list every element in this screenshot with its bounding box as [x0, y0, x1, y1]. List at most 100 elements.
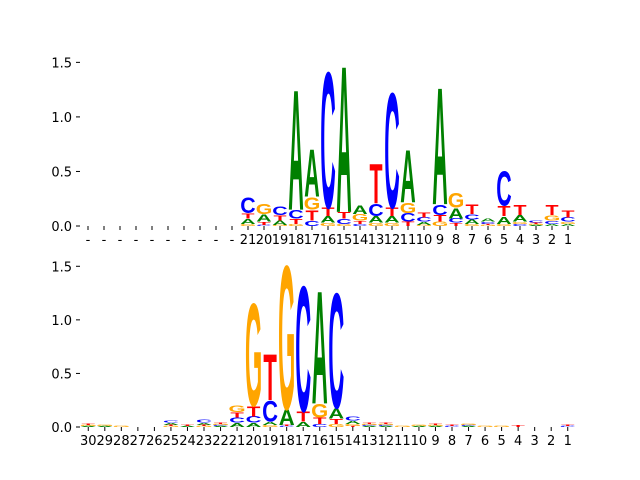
x-tick-label: 12: [378, 434, 395, 449]
logo-letter: T: [296, 408, 310, 424]
logo-letter: T: [379, 423, 393, 425]
logo-letter: G: [195, 426, 212, 428]
logo-letter: T: [561, 208, 575, 220]
x-tick-label: 8: [448, 434, 456, 449]
logo-letter: A: [312, 259, 328, 438]
logo-letter: T: [385, 205, 399, 219]
logo-letter: A: [256, 212, 271, 224]
logo-letter: T: [511, 425, 525, 428]
logo-letter: G: [328, 423, 345, 428]
logo-letter: G: [476, 426, 493, 428]
y-tick-label: 0.5: [51, 367, 72, 382]
logo-letter: T: [353, 220, 367, 225]
logo-letter: A: [432, 54, 447, 241]
y-tick-label: 0.0: [51, 421, 72, 436]
logo-letter: G: [464, 223, 481, 226]
logo-letter: C: [336, 218, 352, 226]
logo-letter: G: [416, 225, 433, 227]
logo-letter: G: [229, 404, 246, 414]
logo-letter: C: [352, 223, 367, 226]
logo-letter: G: [480, 225, 497, 227]
logo-letter: A: [279, 405, 295, 430]
logo-letter: T: [449, 222, 463, 227]
logo-letter: A: [496, 214, 511, 226]
x-tick-label: -: [118, 233, 123, 248]
logo-letter: G: [352, 213, 369, 223]
x-tick-label: 14: [345, 434, 362, 449]
x-tick-label: 18: [288, 233, 305, 248]
logo-letter: A: [544, 223, 559, 226]
x-tick-label: -: [198, 233, 203, 248]
x-tick-label: 10: [416, 233, 433, 248]
logo-letter: T: [561, 425, 575, 427]
logo-letter: C: [256, 225, 272, 227]
logo-letter: T: [433, 214, 446, 224]
logo-letter: T: [230, 411, 243, 419]
logo-letter: C: [312, 423, 329, 428]
logo-letter: G: [288, 223, 305, 226]
x-tick-label: 21: [240, 233, 257, 248]
logo-letter: T: [545, 201, 559, 218]
logo-letter: A: [196, 422, 212, 425]
x-tick-label: 26: [146, 434, 163, 449]
logo-letter: T: [346, 426, 360, 428]
logo-letter: G: [240, 223, 257, 226]
logo-letter: C: [512, 223, 527, 226]
logo-letter: A: [352, 203, 368, 217]
x-tick-label: 13: [361, 434, 378, 449]
logo-letter: T: [363, 423, 377, 425]
logo-letter: A: [464, 219, 479, 225]
logo-letter: C: [560, 217, 575, 223]
logo-letter: A: [240, 218, 256, 226]
x-tick-label: 11: [400, 233, 417, 248]
logo-letter: G: [410, 425, 427, 427]
logo-letter: A: [272, 220, 287, 226]
logo-letter: C: [544, 220, 559, 225]
logo-letter: C: [279, 426, 295, 428]
x-tick-label: 2: [547, 434, 555, 449]
x-tick-label: 6: [484, 233, 492, 248]
x-tick-label: 27: [130, 434, 147, 449]
logo-letter: G: [460, 424, 477, 426]
logo-letter: G: [528, 224, 545, 226]
logo-letter: C: [528, 220, 543, 223]
x-tick-label: 19: [262, 434, 279, 449]
logo-letter: C: [288, 207, 303, 221]
logo-letter: A: [461, 426, 477, 428]
logo-letter: A: [163, 422, 179, 425]
x-tick-label: 29: [97, 434, 114, 449]
logo-letter: T: [369, 153, 382, 217]
logo-letter: A: [416, 221, 431, 226]
logo-letter: T: [401, 221, 415, 227]
x-tick-label: -: [166, 233, 171, 248]
logo-letter: A: [400, 134, 415, 218]
logo-letter: C: [262, 394, 278, 428]
logo-letter: T: [247, 403, 261, 419]
logo-letter: G: [448, 190, 465, 213]
x-tick-label: 5: [497, 434, 505, 449]
logo-letter: C: [480, 221, 495, 224]
logo-letter: C: [384, 59, 399, 243]
logo-letter: A: [411, 426, 427, 428]
y-tick-label: 0.5: [51, 165, 72, 180]
logo-letter: G: [304, 194, 321, 214]
x-tick-label: 9: [431, 434, 439, 449]
x-tick-label: -: [150, 233, 155, 248]
y-tick-label: 1.0: [51, 111, 72, 126]
logo-letter: A: [368, 215, 384, 225]
logo-letter: A: [428, 426, 444, 428]
logo-letter: T: [313, 416, 327, 426]
logo-letter: A: [304, 136, 319, 211]
x-tick-label: 9: [436, 233, 444, 248]
logo-letter: C: [496, 162, 511, 217]
logo-letter: T: [529, 223, 543, 225]
y-tick-label: 0.0: [51, 220, 72, 235]
logo-letter: A: [320, 215, 336, 225]
logo-letter: C: [163, 420, 179, 423]
logo-letter: T: [164, 425, 178, 427]
x-tick-label: -: [182, 233, 187, 248]
logo-letter: C: [378, 425, 394, 427]
x-tick-label: 12: [384, 233, 401, 248]
logo-letter: G: [361, 424, 378, 426]
x-tick-label: 30: [80, 434, 97, 449]
